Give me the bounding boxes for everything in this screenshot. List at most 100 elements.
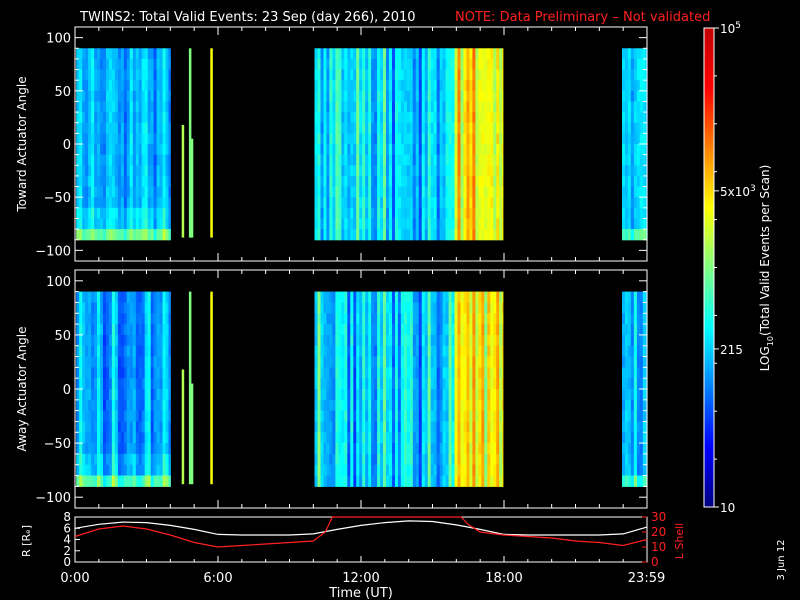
heatmap-cell (371, 421, 375, 433)
heatmap-cell (454, 207, 459, 219)
heatmap-cell (323, 378, 328, 390)
heatmap-cell (132, 112, 137, 124)
heatmap-cell (141, 207, 146, 219)
heatmap-cell (460, 197, 465, 209)
heatmap-cell (91, 112, 95, 124)
heatmap-cell (451, 154, 456, 166)
heatmap-cell (111, 313, 116, 325)
heatmap-cell (400, 165, 405, 177)
heatmap-cell (147, 207, 152, 219)
heatmap-cell (445, 302, 450, 314)
heatmap-cell (487, 443, 491, 455)
heatmap-cell (502, 112, 504, 124)
heatmap-cell (386, 48, 390, 60)
heatmap-cell (639, 133, 644, 145)
heatmap-cell (427, 186, 432, 198)
heatmap-cell (490, 218, 494, 230)
heatmap-cell (168, 101, 171, 113)
heatmap-cell (466, 175, 471, 188)
heatmap-cell (457, 218, 462, 230)
heatmap-cell (627, 345, 632, 358)
heatmap-cell (317, 175, 322, 188)
heatmap-cell (147, 122, 152, 134)
heatmap-cell (162, 175, 167, 188)
heatmap-cell (421, 410, 426, 422)
heatmap-cell (377, 443, 381, 455)
heatmap-cell (436, 186, 441, 198)
heatmap-cell (153, 345, 158, 358)
heatmap-cell (409, 101, 414, 113)
heatmap-cell (109, 313, 113, 325)
heatmap-cell (88, 356, 92, 368)
heatmap-cell (159, 389, 164, 401)
heatmap-cell (380, 356, 384, 368)
heatmap-cell (162, 90, 167, 102)
heatmap-cell (445, 345, 450, 358)
heatmap-cell (622, 334, 626, 347)
heatmap-cell (377, 389, 381, 401)
heatmap-cell (323, 186, 328, 198)
heatmap-cell (392, 291, 396, 303)
heatmap-cell (409, 80, 414, 92)
heatmap-cell (350, 144, 354, 156)
heatmap-cell (639, 101, 644, 113)
heatmap-cell (454, 410, 459, 422)
heatmap-cell (150, 122, 155, 134)
heatmap-cell (82, 475, 86, 487)
heatmap-cell (335, 122, 339, 134)
heatmap-cell (326, 443, 330, 455)
heatmap-cell (359, 133, 363, 145)
heatmap-cell (463, 80, 468, 92)
heatmap-cell (356, 389, 360, 401)
heatmap-cell (627, 112, 632, 124)
heatmap-cell (359, 186, 363, 198)
heatmap-cell (126, 345, 131, 358)
heatmap-cell (117, 218, 122, 230)
heatmap-cell (114, 378, 119, 390)
heatmap-cell (332, 313, 336, 325)
heatmap-cell (478, 443, 482, 455)
heatmap-cell (126, 464, 131, 477)
heatmap-cell (424, 218, 429, 230)
heatmap-cell (79, 356, 83, 368)
heatmap-cell (454, 122, 459, 134)
heatmap-cell (79, 58, 83, 71)
heatmap-cell (406, 154, 411, 166)
heatmap-cell (111, 389, 116, 401)
heatmap-cell (123, 80, 128, 92)
heatmap-cell (344, 378, 348, 390)
heatmap-cell (147, 133, 152, 145)
heatmap-cell (109, 80, 113, 92)
heatmap-cell (365, 464, 369, 477)
heatmap-cell (633, 367, 638, 379)
heatmap-cell (120, 410, 125, 422)
heatmap-cell (380, 378, 384, 390)
heatmap-cell (135, 101, 140, 113)
heatmap-cell (463, 356, 468, 368)
heatmap-cell (395, 197, 399, 209)
heatmap-cell (344, 229, 348, 241)
heatmap-cell (436, 345, 441, 358)
heatmap-cell (639, 69, 644, 81)
heatmap-cell (496, 302, 500, 314)
heatmap-cell (639, 112, 644, 124)
heatmap-cell (103, 464, 107, 477)
heatmap-cell (383, 48, 387, 60)
heatmap-cell (377, 399, 381, 412)
heatmap-cell (463, 443, 468, 455)
heatmap-cell (448, 313, 453, 325)
heatmap-cell (335, 334, 339, 347)
heatmap-cell (132, 389, 137, 401)
heatmap-cell (100, 186, 104, 198)
heatmap-spike (190, 383, 194, 485)
heatmap-cell (97, 367, 101, 379)
heatmap-cell (383, 302, 387, 314)
heatmap-cell (457, 165, 462, 177)
heatmap-cell (168, 144, 171, 156)
heatmap-cell (386, 443, 390, 455)
heatmap-cell (91, 122, 95, 134)
heatmap-cell (451, 69, 456, 81)
heatmap-cell (144, 90, 149, 102)
heatmap-cell (165, 464, 170, 477)
heatmap-cell (144, 443, 149, 455)
